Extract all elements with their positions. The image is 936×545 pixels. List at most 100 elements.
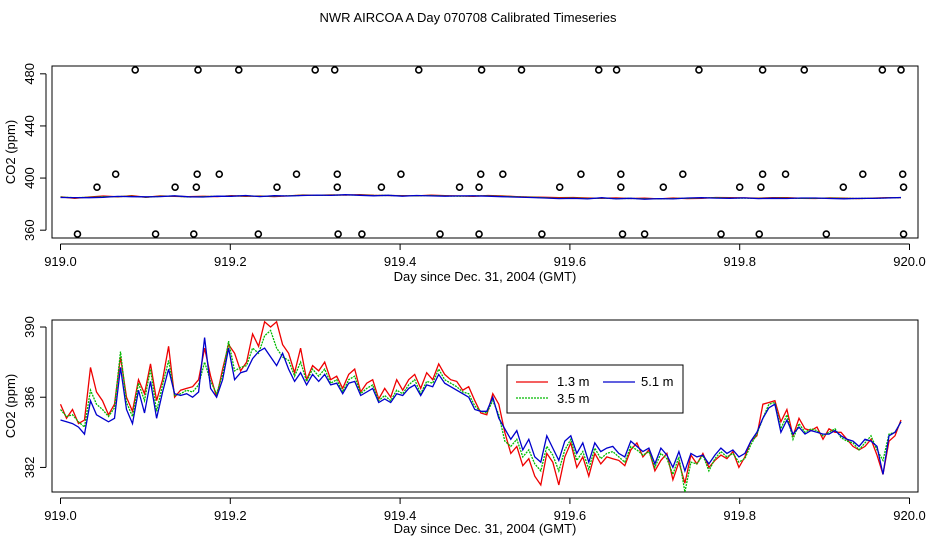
flag-point: [898, 170, 907, 178]
flag-point: [475, 230, 483, 238]
legend: 1.3 m 3.5 m 5.1 m: [506, 364, 684, 414]
flag-point: [414, 66, 423, 74]
bottom-plot-frame: [51, 319, 919, 493]
x-tick-label: 919.2: [214, 508, 247, 523]
flag-point: [800, 66, 809, 74]
x-tick-label: 919.6: [554, 254, 587, 269]
flag-point: [334, 230, 342, 238]
flag-point: [695, 66, 703, 74]
flag-point: [436, 230, 444, 238]
x-tick-label: 919.8: [723, 254, 756, 269]
flag-point: [292, 170, 301, 178]
flag-point: [899, 183, 908, 191]
flag-point: [358, 230, 366, 238]
flag-point: [273, 183, 281, 191]
flag-point: [476, 170, 485, 178]
flag-point: [499, 170, 507, 178]
flag-point: [477, 66, 486, 74]
bottom-x-axis: 919.0 919.2 919.4 919.6 919.8 920.0: [44, 497, 926, 523]
bottom-x-axis-label: Day since Dec. 31, 2004 (GMT): [394, 521, 577, 536]
flag-point: [194, 66, 202, 74]
x-tick-label: 919.4: [384, 508, 417, 523]
flag-point: [215, 170, 224, 178]
flag-point: [189, 230, 198, 238]
x-tick-label: 919.2: [214, 254, 247, 269]
x-tick-label: 919.8: [723, 508, 756, 523]
flag-point: [455, 183, 464, 191]
top-flag-points: [73, 66, 908, 238]
flag-point: [377, 183, 386, 191]
legend-label-3-5m: 3.5 m: [557, 391, 590, 406]
top-panel: 919.0 919.2 919.4 919.6 919.8 920.0 360 400 440…: [3, 63, 926, 284]
bottom-panel: 919.0 919.2 919.4 919.6 919.8 920.0 382 386 390…: [3, 316, 926, 536]
flag-point: [679, 170, 687, 178]
flag-point: [897, 66, 905, 74]
flag-point: [757, 183, 765, 191]
flag-point: [517, 66, 526, 74]
flag-point: [839, 183, 848, 191]
y-tick-label: 386: [22, 386, 37, 408]
flag-point: [131, 66, 140, 74]
legend-label-5-1m: 5.1 m: [641, 374, 674, 389]
x-tick-label: 919.6: [554, 508, 587, 523]
x-tick-label: 920.0: [893, 254, 926, 269]
flag-point: [538, 230, 546, 238]
bottom-series-lines: [59, 320, 902, 493]
top-y-axis-label: CO2 (ppm): [3, 120, 18, 184]
flag-point: [193, 170, 201, 178]
flag-point: [333, 183, 342, 191]
x-tick-label: 919.0: [44, 254, 77, 269]
flag-point: [397, 170, 405, 178]
flag-point: [781, 170, 790, 178]
flag-point: [618, 230, 627, 238]
flag-point: [755, 230, 764, 238]
legend-label-1-3m: 1.3 m: [557, 374, 590, 389]
flag-point: [640, 230, 649, 238]
top-series-lines: [60, 193, 902, 200]
flag-point: [333, 170, 342, 178]
x-tick-label: 920.0: [893, 508, 926, 523]
flag-point: [577, 170, 585, 178]
y-tick-label: 400: [22, 167, 37, 189]
y-tick-label: 390: [22, 316, 37, 338]
flag-point: [311, 66, 319, 74]
flag-point: [735, 183, 744, 191]
flag-point: [612, 66, 621, 74]
flag-point: [899, 230, 908, 238]
y-tick-label: 360: [22, 219, 37, 241]
y-tick-label: 440: [22, 115, 37, 137]
flag-point: [878, 66, 887, 74]
flag-point: [151, 230, 160, 238]
series-line-5-1-m: [60, 337, 902, 475]
flag-point: [659, 183, 668, 191]
flag-point: [859, 170, 867, 178]
flag-point: [234, 66, 243, 74]
flag-point: [617, 170, 625, 178]
flag-point: [475, 183, 483, 191]
flag-point: [254, 230, 263, 238]
flag-point: [192, 183, 201, 191]
flag-point: [73, 230, 82, 238]
x-tick-label: 919.4: [384, 254, 417, 269]
flag-point: [171, 183, 179, 191]
y-tick-label: 480: [22, 63, 37, 85]
top-x-axis: 919.0 919.2 919.4 919.6 919.8 920.0: [44, 243, 926, 269]
flag-point: [717, 230, 725, 238]
flag-point: [93, 183, 101, 191]
y-tick-label: 382: [22, 457, 37, 479]
flag-point: [555, 183, 564, 191]
chart-title: NWR AIRCOA A Day 070708 Calibrated Times…: [320, 10, 617, 25]
flag-point: [822, 230, 831, 238]
bottom-y-axis-label: CO2 (ppm): [3, 374, 18, 438]
flag-point: [758, 170, 767, 178]
flag-point: [617, 183, 625, 191]
flag-point: [594, 66, 603, 74]
bottom-y-axis: 382 386 390: [22, 316, 47, 479]
top-y-axis: 360 400 440 480: [22, 63, 47, 241]
flag-point: [111, 170, 120, 178]
x-tick-label: 919.0: [44, 508, 77, 523]
flag-point: [758, 66, 767, 74]
flag-point: [330, 66, 339, 74]
legend-box: [506, 364, 684, 414]
